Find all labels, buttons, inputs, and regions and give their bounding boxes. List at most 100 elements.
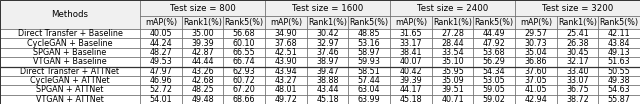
- Text: 33.40: 33.40: [566, 67, 589, 76]
- Bar: [557, 67, 598, 76]
- Bar: [182, 76, 223, 85]
- Text: 47.92: 47.92: [483, 39, 506, 48]
- Bar: [182, 38, 223, 48]
- Bar: [223, 95, 265, 104]
- Text: 45.18: 45.18: [316, 95, 339, 104]
- Bar: [431, 76, 474, 85]
- Text: 44.17: 44.17: [399, 85, 422, 94]
- Text: 42.11: 42.11: [608, 29, 630, 38]
- Text: 63.04: 63.04: [358, 85, 380, 94]
- Bar: [307, 38, 348, 48]
- Bar: [390, 95, 431, 104]
- Text: Methods: Methods: [51, 10, 88, 19]
- Bar: [557, 85, 598, 95]
- Bar: [0, 0, 140, 29]
- Bar: [265, 67, 307, 76]
- Text: 53.05: 53.05: [483, 76, 506, 85]
- Text: 62.93: 62.93: [233, 67, 255, 76]
- Text: VTGAN + Baseline: VTGAN + Baseline: [33, 57, 107, 66]
- Bar: [474, 85, 515, 95]
- Bar: [140, 16, 182, 29]
- Text: mAP(%): mAP(%): [395, 18, 427, 27]
- Bar: [307, 48, 348, 57]
- Text: 66.55: 66.55: [233, 48, 255, 57]
- Bar: [390, 57, 431, 67]
- Bar: [307, 57, 348, 67]
- Text: 35.04: 35.04: [525, 48, 547, 57]
- Text: 36.86: 36.86: [525, 57, 547, 66]
- Text: 42.87: 42.87: [191, 48, 214, 57]
- Bar: [598, 57, 640, 67]
- Text: 48.85: 48.85: [358, 29, 380, 38]
- Bar: [431, 85, 474, 95]
- Text: 38.88: 38.88: [316, 76, 339, 85]
- Bar: [140, 57, 182, 67]
- Bar: [474, 29, 515, 38]
- Text: 34.90: 34.90: [275, 29, 297, 38]
- Text: CycleGAN + Baseline: CycleGAN + Baseline: [28, 39, 113, 48]
- Text: 26.38: 26.38: [566, 39, 589, 48]
- Bar: [598, 38, 640, 48]
- Text: 49.38: 49.38: [608, 76, 630, 85]
- Text: 48.01: 48.01: [275, 85, 297, 94]
- Bar: [182, 67, 223, 76]
- Bar: [431, 57, 474, 67]
- Bar: [348, 67, 390, 76]
- Bar: [474, 67, 515, 76]
- Text: SPGAN + ATTNet: SPGAN + ATTNet: [36, 85, 104, 94]
- Text: 27.28: 27.28: [441, 29, 464, 38]
- Bar: [557, 76, 598, 85]
- Bar: [557, 16, 598, 29]
- Bar: [390, 48, 431, 57]
- Text: Test size = 800: Test size = 800: [170, 4, 236, 13]
- Text: 37.68: 37.68: [275, 39, 297, 48]
- Text: CycleGAN + ATTNet: CycleGAN + ATTNet: [30, 76, 110, 85]
- Bar: [598, 16, 640, 29]
- Bar: [223, 48, 265, 57]
- Text: Rank1(%): Rank1(%): [308, 18, 347, 27]
- Bar: [348, 29, 390, 38]
- Bar: [598, 76, 640, 85]
- Text: Rank5(%): Rank5(%): [600, 18, 639, 27]
- Text: 35.10: 35.10: [441, 57, 464, 66]
- Bar: [474, 48, 515, 57]
- Text: VTGAN + ATTNet: VTGAN + ATTNet: [36, 95, 104, 104]
- Text: 25.41: 25.41: [566, 29, 589, 38]
- Text: 55.87: 55.87: [608, 95, 630, 104]
- Bar: [431, 67, 474, 76]
- Bar: [140, 67, 182, 76]
- Bar: [307, 67, 348, 76]
- Bar: [390, 76, 431, 85]
- Bar: [140, 48, 182, 57]
- Bar: [265, 95, 307, 104]
- Bar: [182, 16, 223, 29]
- Text: 31.65: 31.65: [399, 29, 422, 38]
- Text: 59.93: 59.93: [358, 57, 381, 66]
- Bar: [557, 48, 598, 57]
- Text: mAP(%): mAP(%): [145, 18, 177, 27]
- Bar: [307, 85, 348, 95]
- Bar: [140, 76, 182, 85]
- Bar: [0, 38, 140, 48]
- Text: 43.84: 43.84: [608, 39, 630, 48]
- Bar: [474, 16, 515, 29]
- Bar: [140, 0, 265, 16]
- Bar: [0, 48, 140, 57]
- Text: Test size = 3200: Test size = 3200: [542, 4, 613, 13]
- Text: 38.72: 38.72: [566, 95, 589, 104]
- Text: 49.48: 49.48: [191, 95, 214, 104]
- Text: Rank1(%): Rank1(%): [558, 18, 597, 27]
- Bar: [0, 57, 140, 67]
- Bar: [474, 57, 515, 67]
- Bar: [515, 16, 557, 29]
- Text: 41.05: 41.05: [525, 85, 547, 94]
- Text: 60.10: 60.10: [233, 39, 255, 48]
- Text: 42.51: 42.51: [275, 48, 297, 57]
- Bar: [431, 95, 474, 104]
- Bar: [515, 48, 557, 57]
- Text: Test size = 2400: Test size = 2400: [417, 4, 488, 13]
- Bar: [223, 57, 265, 67]
- Bar: [182, 95, 223, 104]
- Bar: [431, 29, 474, 38]
- Text: 47.97: 47.97: [149, 67, 172, 76]
